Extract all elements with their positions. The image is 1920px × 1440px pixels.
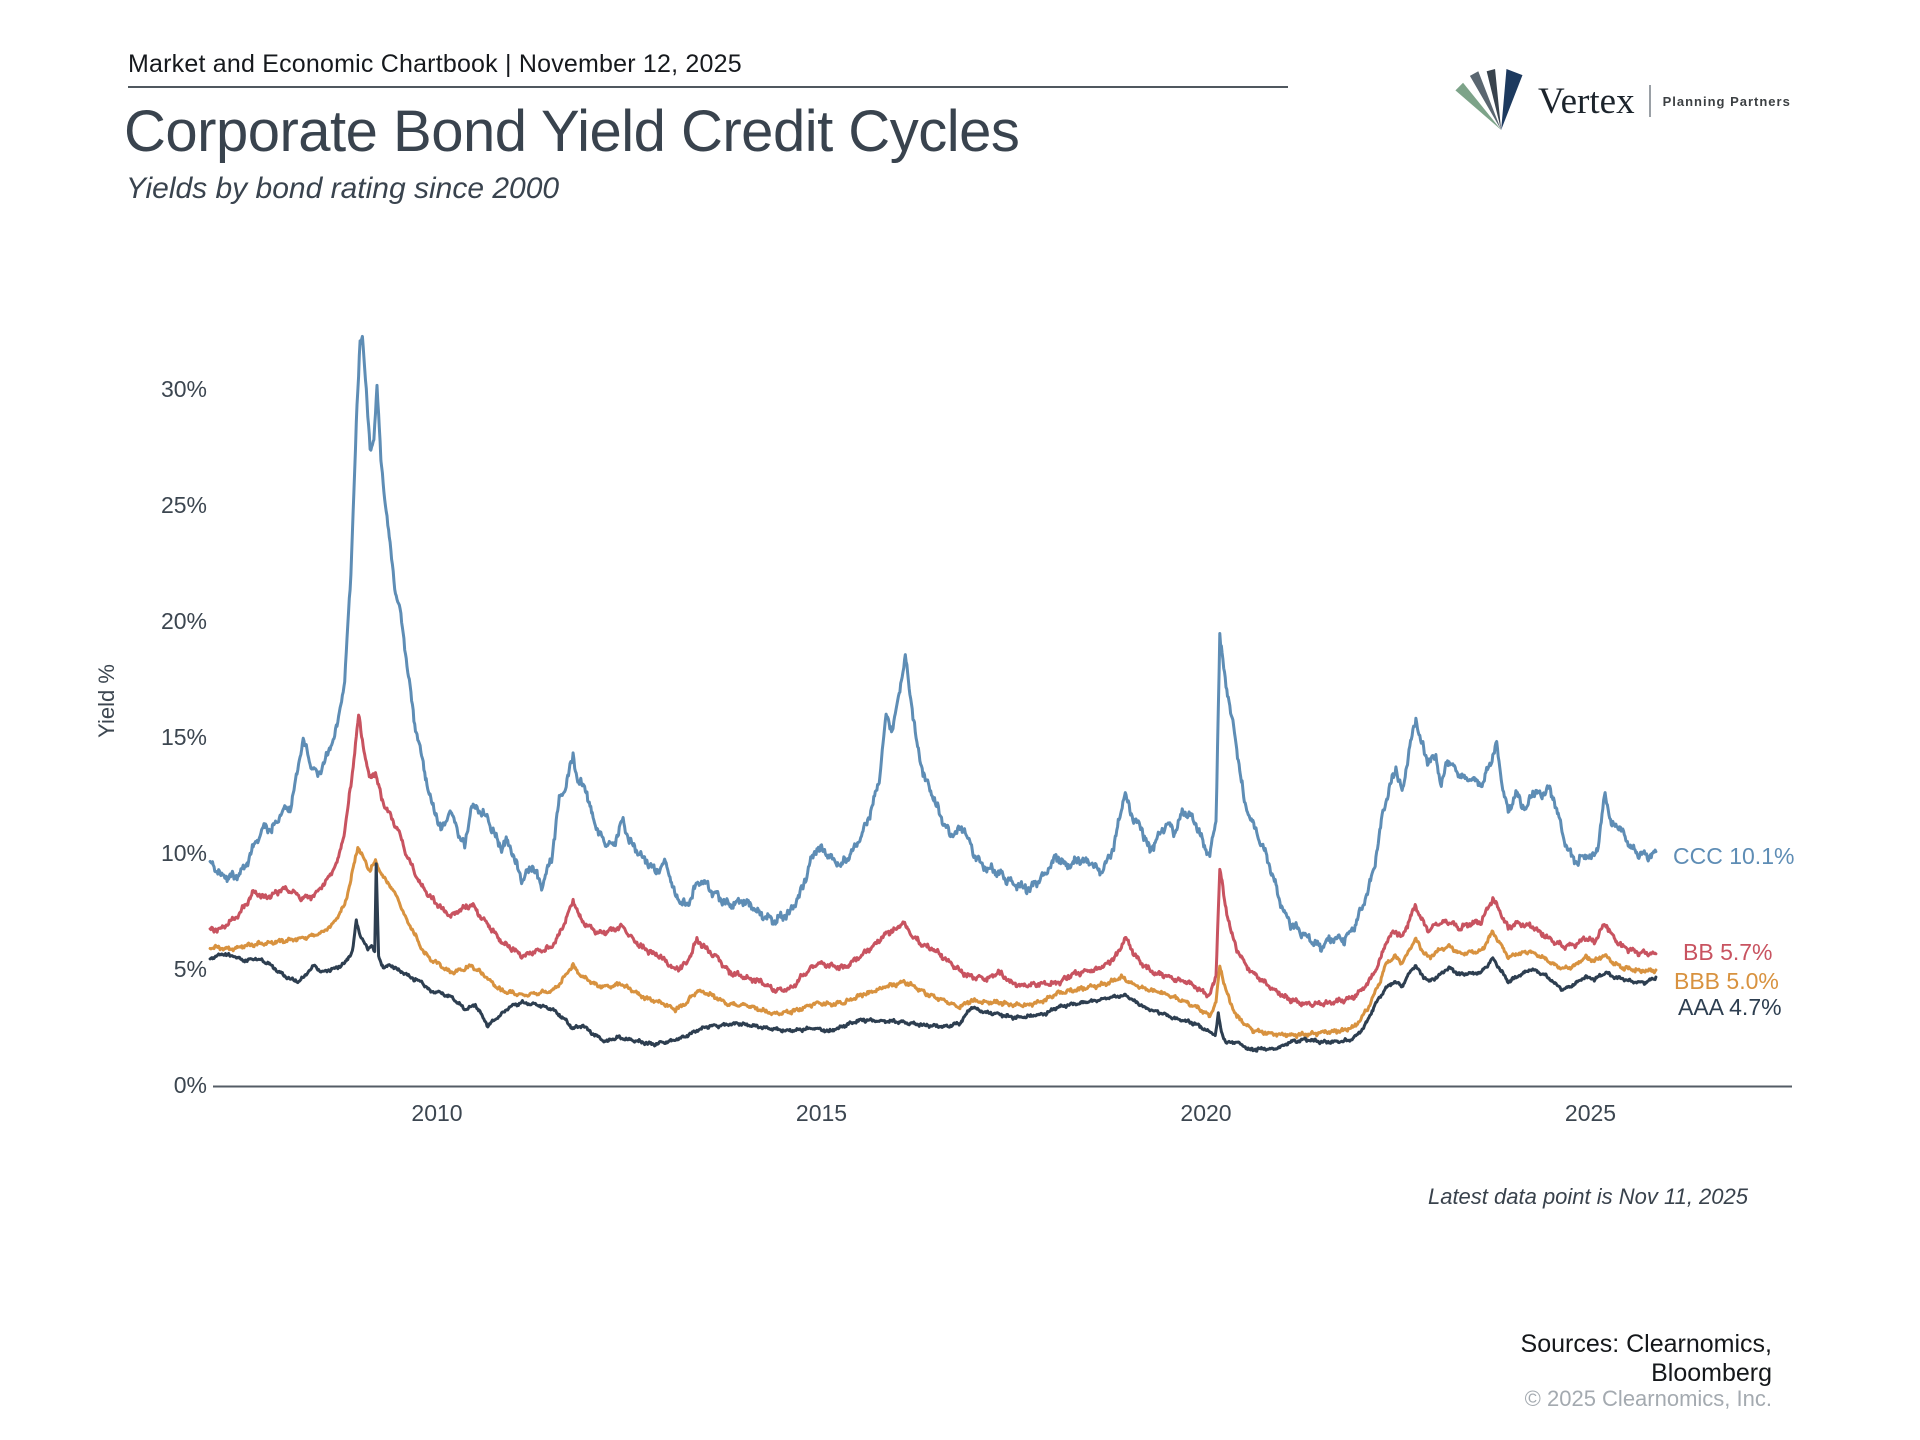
- sources-note: Sources: Clearnomics, Bloomberg: [1521, 1330, 1772, 1388]
- sources-line-1: Sources: Clearnomics,: [1520, 1330, 1772, 1358]
- vertex-logo-icon: [1455, 69, 1523, 130]
- x-tick-label: 2010: [411, 1100, 463, 1126]
- report-header: Market and Economic Chartbook | November…: [128, 50, 742, 78]
- y-tick-label: 15%: [160, 724, 207, 750]
- x-tick-label: 2015: [795, 1100, 848, 1126]
- x-tick-label: 2025: [1564, 1100, 1617, 1126]
- y-tick-label: 25%: [160, 492, 207, 518]
- vertex-logo-tagline: Planning Partners: [1662, 93, 1791, 109]
- sources-line-2: Bloomberg: [1651, 1359, 1772, 1387]
- series-line-bbb: [208, 846, 1658, 1040]
- y-tick-label: 10%: [160, 840, 207, 866]
- y-tick-label: 20%: [160, 608, 207, 634]
- y-tick-label: 30%: [160, 376, 207, 402]
- series-line-bb: [208, 713, 1658, 1008]
- vertex-logo: Vertex Planning Partners: [1452, 66, 1791, 136]
- vertex-logo-wordmark: Vertex: [1538, 80, 1635, 122]
- series-line-aaa: [208, 862, 1658, 1053]
- page-subtitle: Yields by bond rating since 2000: [126, 172, 560, 205]
- series-label-ccc: CCC 10.1%: [1673, 843, 1795, 869]
- latest-data-note: Latest data point is Nov 11, 2025: [1427, 1184, 1748, 1209]
- header-divider: [128, 86, 1288, 88]
- y-tick-label: 0%: [173, 1072, 207, 1098]
- copyright-note: © 2025 Clearnomics, Inc.: [1524, 1386, 1772, 1411]
- page-title: Corporate Bond Yield Credit Cycles: [124, 99, 1020, 164]
- y-axis-title: Yield %: [94, 664, 119, 738]
- series-label-bb: BB 5.7%: [1683, 939, 1773, 965]
- x-tick-label: 2020: [1180, 1100, 1232, 1126]
- series-label-aaa: AAA 4.7%: [1678, 994, 1782, 1020]
- logo-divider: [1648, 85, 1651, 117]
- series-line-ccc: [208, 334, 1658, 953]
- series-label-bbb: BBB 5.0%: [1674, 968, 1779, 994]
- y-tick-label: 5%: [173, 956, 207, 982]
